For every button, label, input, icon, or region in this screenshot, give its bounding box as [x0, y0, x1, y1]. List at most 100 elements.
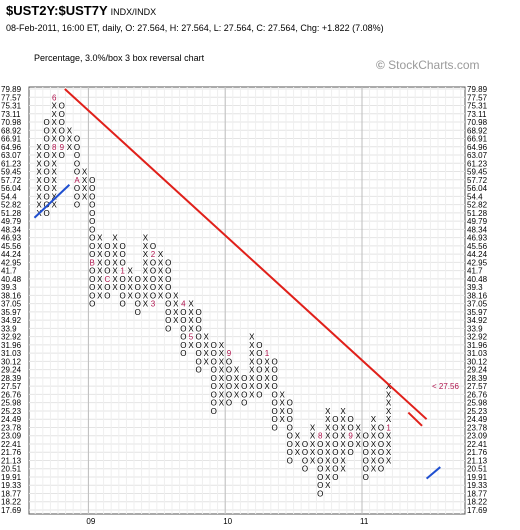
x-mark: X: [97, 275, 103, 284]
y-tick-label-right: 21.13: [467, 456, 488, 465]
o-mark: O: [165, 316, 171, 325]
x-mark: X: [112, 234, 118, 243]
o-mark: O: [195, 349, 201, 358]
o-mark: O: [256, 349, 262, 358]
o-mark: O: [74, 143, 80, 152]
o-mark: O: [165, 300, 171, 309]
x-mark: X: [158, 291, 164, 300]
month-marker: C: [105, 275, 111, 284]
x-mark: X: [52, 151, 58, 160]
y-tick-label-left: 31.03: [1, 349, 22, 358]
x-mark: X: [112, 242, 118, 251]
o-mark: O: [195, 341, 201, 350]
y-tick-label-left: 56.04: [1, 184, 22, 193]
o-mark: O: [317, 448, 323, 457]
x-mark: X: [371, 440, 377, 449]
o-mark: O: [287, 415, 293, 424]
x-mark: X: [82, 184, 88, 193]
o-mark: O: [211, 382, 217, 391]
brand-name: StockCharts.com: [384, 58, 480, 72]
o-mark: O: [74, 192, 80, 201]
last-price-label: < 27.56: [432, 382, 459, 391]
o-mark: O: [104, 258, 110, 267]
x-mark: X: [97, 250, 103, 259]
o-mark: O: [89, 192, 95, 201]
x-mark: X: [310, 456, 316, 465]
month-marker: 9: [60, 143, 65, 152]
x-mark: X: [97, 283, 103, 292]
x-mark: X: [128, 267, 134, 276]
month-marker: 8: [318, 432, 323, 441]
x-mark: X: [386, 456, 392, 465]
o-mark: O: [43, 118, 49, 127]
o-mark: O: [347, 448, 353, 457]
x-mark: X: [204, 333, 210, 342]
trendline: [425, 466, 441, 480]
month-marker: 6: [52, 93, 57, 102]
y-tick-label-right: 20.51: [467, 465, 488, 474]
o-mark: O: [241, 390, 247, 399]
x-mark: X: [67, 126, 73, 135]
o-mark: O: [317, 473, 323, 482]
y-tick-label-right: 52.82: [467, 201, 488, 210]
o-mark: O: [195, 324, 201, 333]
o-mark: O: [150, 283, 156, 292]
x-mark: X: [325, 473, 331, 482]
x-tick-label: 10: [223, 517, 232, 526]
x-mark: X: [325, 440, 331, 449]
y-tick-label-left: 23.78: [1, 423, 22, 432]
o-mark: O: [332, 456, 338, 465]
y-tick-label-left: 77.57: [1, 93, 22, 102]
y-tick-label-left: 52.82: [1, 201, 22, 210]
x-mark: X: [36, 143, 42, 152]
x-mark: X: [204, 349, 210, 358]
o-mark: O: [241, 399, 247, 408]
x-mark: X: [325, 456, 331, 465]
o-mark: O: [89, 209, 95, 218]
x-mark: X: [143, 283, 149, 292]
y-tick-label-left: 35.97: [1, 308, 22, 317]
y-tick-label-left: 73.11: [1, 110, 21, 119]
o-mark: O: [211, 349, 217, 358]
x-mark: X: [249, 333, 255, 342]
o-mark: O: [211, 341, 217, 350]
o-mark: O: [256, 341, 262, 350]
x-mark: X: [340, 440, 346, 449]
o-mark: O: [347, 440, 353, 449]
o-mark: O: [317, 489, 323, 498]
quote-line: 08-Feb-2011, 16:00 ET, daily, O: 27.564,…: [6, 23, 384, 33]
y-tick-label-right: 27.57: [467, 382, 488, 391]
y-tick-label-right: 51.28: [467, 209, 488, 218]
x-mark: X: [143, 258, 149, 267]
x-mark: X: [97, 267, 103, 276]
o-mark: O: [256, 366, 262, 375]
y-tick-label-right: 49.79: [467, 217, 488, 226]
o-mark: O: [59, 118, 65, 127]
y-tick-label-left: 32.92: [1, 333, 22, 342]
x-mark: X: [310, 423, 316, 432]
month-marker: 4: [181, 300, 186, 309]
x-mark: X: [325, 423, 331, 432]
o-mark: O: [271, 399, 277, 408]
o-mark: O: [104, 283, 110, 292]
y-tick-label-left: 40.48: [1, 275, 22, 284]
x-mark: X: [386, 407, 392, 416]
x-mark: X: [143, 275, 149, 284]
x-mark: X: [310, 448, 316, 457]
x-mark: X: [340, 415, 346, 424]
x-mark: X: [325, 415, 331, 424]
o-mark: O: [59, 110, 65, 119]
o-mark: O: [195, 366, 201, 375]
o-mark: O: [89, 250, 95, 259]
y-tick-label-left: 39.3: [1, 283, 17, 292]
o-mark: O: [332, 432, 338, 441]
o-mark: O: [104, 250, 110, 259]
y-tick-label-left: 26.76: [1, 390, 22, 399]
x-mark: X: [143, 300, 149, 309]
y-tick-label-right: 61.23: [467, 159, 488, 168]
month-marker: 9: [348, 432, 353, 441]
o-mark: O: [89, 275, 95, 284]
o-mark: O: [271, 415, 277, 424]
y-tick-label-left: 25.98: [1, 399, 22, 408]
x-mark: X: [371, 423, 377, 432]
